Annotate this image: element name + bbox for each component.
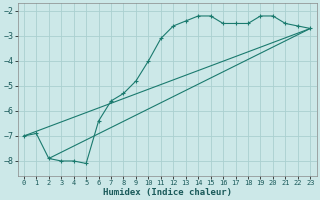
X-axis label: Humidex (Indice chaleur): Humidex (Indice chaleur) (103, 188, 232, 197)
